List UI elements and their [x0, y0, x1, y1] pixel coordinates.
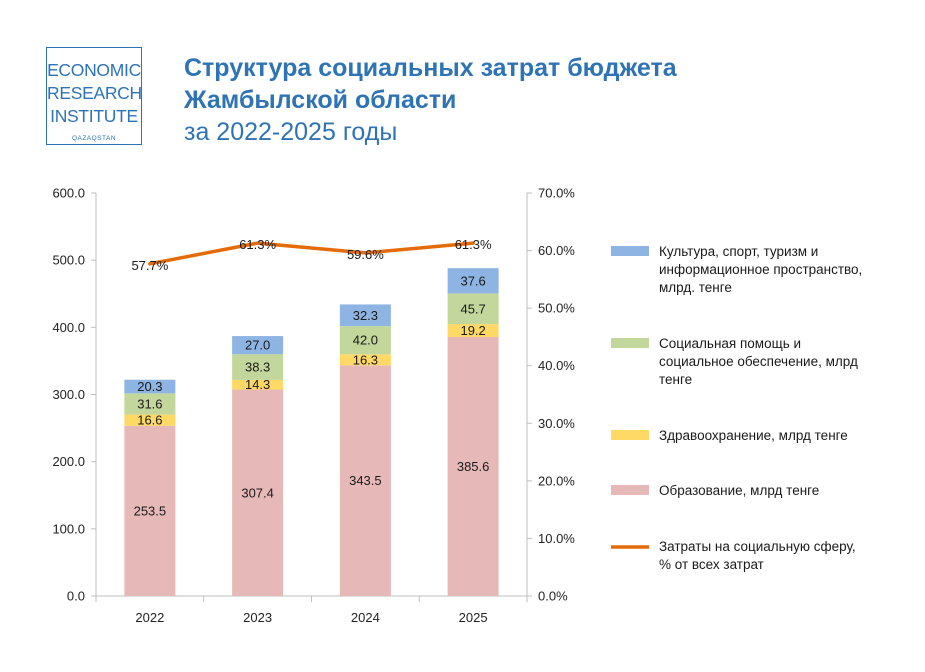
- bar-culture: [339, 304, 391, 327]
- bar-label-education: 307.4: [241, 485, 274, 500]
- bar-culture: [232, 336, 284, 355]
- left-tick-label: 600.0: [52, 186, 85, 201]
- bar-label-culture: 37.6: [460, 273, 485, 288]
- bar-label-social: 38.3: [245, 360, 270, 375]
- left-tick-label: 0.0: [67, 589, 85, 604]
- logo-line-3: INSTITUTE: [50, 106, 138, 126]
- bar-label-culture: 32.3: [353, 308, 378, 323]
- legend-swatch-education: [611, 485, 649, 495]
- bar-label-social: 42.0: [353, 333, 378, 348]
- legend-label-line: Затраты на социальную сферу,: [659, 539, 856, 554]
- bar-social: [447, 293, 499, 325]
- bar-health: [232, 379, 284, 390]
- bar-label-social: 31.6: [137, 396, 162, 411]
- bar-label-health: 16.3: [353, 352, 378, 367]
- left-tick-label: 200.0: [52, 454, 85, 469]
- line-label: 61.3%: [239, 237, 276, 252]
- bar-education: [339, 365, 391, 596]
- x-tick-label: 2025: [459, 610, 488, 625]
- right-tick-label: 0.0%: [538, 589, 568, 604]
- title-line-1: Структура социальных затрат бюджета: [184, 54, 677, 82]
- legend-label-health: Здравоохранение, млрд тенге: [659, 428, 848, 443]
- logo-line-1: ECONOMIC: [47, 60, 141, 80]
- logo-line-4: QAZAQSTAN: [71, 135, 117, 142]
- legend-swatch-social: [611, 338, 649, 348]
- bar-education: [232, 389, 284, 596]
- x-tick-label: 2023: [243, 610, 272, 625]
- legend-label-culture: млрд. тенге: [659, 280, 732, 295]
- bar-social: [339, 326, 391, 355]
- line-label: 59.6%: [347, 247, 384, 262]
- bar-culture: [447, 268, 499, 294]
- right-tick-label: 30.0%: [538, 416, 575, 431]
- bar-education: [447, 337, 499, 596]
- bar-health: [124, 414, 176, 426]
- bar-social: [124, 393, 176, 415]
- x-tick-label: 2024: [351, 610, 380, 625]
- bar-social: [232, 354, 284, 380]
- legend-label-social: тенге: [659, 372, 692, 387]
- right-tick-label: 70.0%: [538, 186, 575, 201]
- right-tick-label: 20.0%: [538, 473, 575, 488]
- bar-culture: [124, 379, 176, 394]
- legend-label-line: % от всех затрат: [659, 557, 764, 572]
- chart-title: Структура социальных затрат бюджета Жамб…: [184, 52, 677, 148]
- legend-label-culture: Культура, спорт, туризм и: [659, 244, 818, 259]
- bar-label-culture: 20.3: [137, 379, 162, 394]
- bar-health: [447, 324, 499, 338]
- bar-label-social: 45.7: [460, 301, 485, 316]
- bar-label-education: 343.5: [349, 473, 382, 488]
- bar-label-culture: 27.0: [245, 338, 270, 353]
- legend-label-education: Образование, млрд тенге: [659, 483, 819, 498]
- bar-label-health: 14.3: [245, 377, 270, 392]
- line-series: [148, 241, 475, 266]
- right-tick-label: 10.0%: [538, 531, 575, 546]
- bar-label-health: 19.2: [460, 323, 485, 338]
- legend-label-social: Социальная помощь и: [659, 336, 801, 351]
- line-label: 61.3%: [455, 237, 492, 252]
- title-line-2: Жамбылской области: [184, 86, 457, 114]
- legend-label-culture: информационное пространство,: [659, 262, 862, 277]
- logo-line-2: RESEARCH: [47, 83, 142, 103]
- right-tick-label: 40.0%: [538, 358, 575, 373]
- right-tick-label: 50.0%: [538, 301, 575, 316]
- x-tick-label: 2022: [135, 610, 164, 625]
- bar-label-education: 253.5: [134, 503, 167, 518]
- subtitle: за 2022-2025 годы: [184, 118, 398, 146]
- line-label: 57.7%: [131, 258, 168, 273]
- legend-swatch-health: [611, 430, 649, 440]
- bar-label-health: 16.6: [137, 413, 162, 428]
- left-tick-label: 400.0: [52, 320, 85, 335]
- bar-label-education: 385.6: [457, 459, 490, 474]
- legend-swatch-culture: [611, 246, 649, 256]
- left-tick-label: 500.0: [52, 253, 85, 268]
- legend-label-social: социальное обеспечение, млрд: [659, 354, 858, 369]
- logo: ECONOMIC RESEARCH INSTITUTE QAZAQSTAN: [46, 47, 142, 145]
- bar-health: [339, 354, 391, 366]
- left-tick-label: 100.0: [52, 521, 85, 536]
- left-tick-label: 300.0: [52, 387, 85, 402]
- right-tick-label: 60.0%: [538, 243, 575, 258]
- bar-education: [124, 425, 176, 596]
